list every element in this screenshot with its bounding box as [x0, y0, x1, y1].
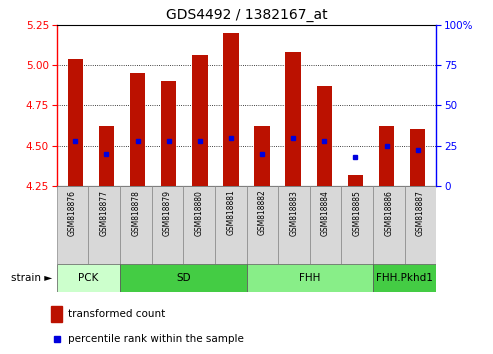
FancyBboxPatch shape: [120, 186, 152, 264]
FancyBboxPatch shape: [152, 186, 183, 264]
Bar: [379, 126, 394, 186]
Bar: [192, 55, 208, 186]
Text: strain ►: strain ►: [10, 273, 52, 283]
FancyBboxPatch shape: [215, 186, 246, 264]
Bar: [99, 126, 114, 186]
Text: FHH: FHH: [299, 273, 320, 283]
Text: GSM818886: GSM818886: [385, 190, 393, 236]
FancyBboxPatch shape: [373, 186, 405, 264]
FancyBboxPatch shape: [88, 186, 120, 264]
FancyBboxPatch shape: [57, 264, 120, 292]
Bar: [223, 33, 239, 186]
Text: GSM818887: GSM818887: [416, 190, 425, 236]
Bar: [348, 175, 363, 186]
Bar: [130, 73, 145, 186]
Text: GSM818882: GSM818882: [258, 190, 267, 235]
FancyBboxPatch shape: [310, 186, 341, 264]
Bar: [317, 86, 332, 186]
Text: GSM818877: GSM818877: [100, 190, 108, 236]
FancyBboxPatch shape: [120, 264, 246, 292]
Text: GSM818876: GSM818876: [68, 190, 77, 236]
FancyBboxPatch shape: [341, 186, 373, 264]
Text: SD: SD: [176, 273, 190, 283]
Text: GSM818879: GSM818879: [163, 190, 172, 236]
Text: GSM818881: GSM818881: [226, 190, 235, 235]
Bar: [161, 81, 176, 186]
Text: percentile rank within the sample: percentile rank within the sample: [68, 334, 244, 344]
Text: GSM818880: GSM818880: [195, 190, 204, 236]
Text: FHH.Pkhd1: FHH.Pkhd1: [376, 273, 433, 283]
FancyBboxPatch shape: [57, 186, 88, 264]
Bar: [254, 126, 270, 186]
FancyBboxPatch shape: [246, 264, 373, 292]
Text: GSM818885: GSM818885: [352, 190, 362, 236]
Bar: [410, 130, 425, 186]
Text: GSM818878: GSM818878: [131, 190, 141, 236]
Text: GSM818883: GSM818883: [289, 190, 298, 236]
Title: GDS4492 / 1382167_at: GDS4492 / 1382167_at: [166, 8, 327, 22]
Text: GSM818884: GSM818884: [321, 190, 330, 236]
FancyBboxPatch shape: [405, 186, 436, 264]
FancyBboxPatch shape: [278, 186, 310, 264]
Bar: [51, 306, 63, 322]
Bar: [68, 59, 83, 186]
FancyBboxPatch shape: [373, 264, 436, 292]
FancyBboxPatch shape: [246, 186, 278, 264]
FancyBboxPatch shape: [183, 186, 215, 264]
Text: PCK: PCK: [78, 273, 99, 283]
Bar: [285, 52, 301, 186]
Text: transformed count: transformed count: [68, 309, 166, 319]
